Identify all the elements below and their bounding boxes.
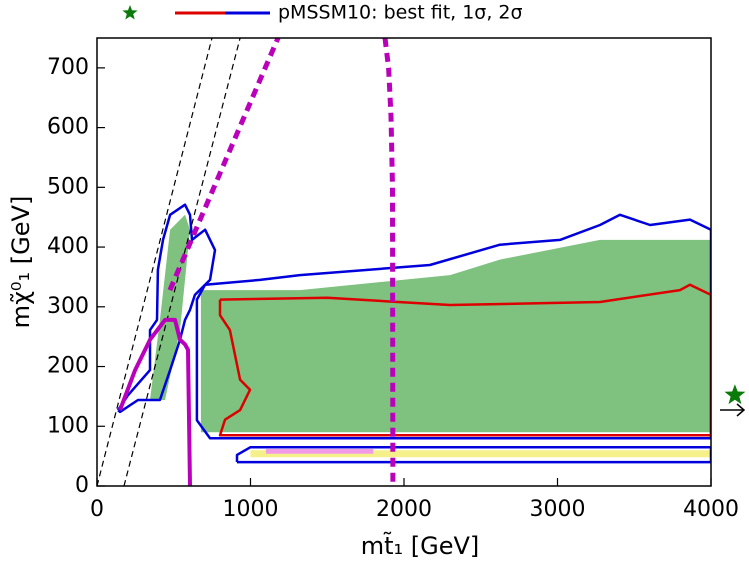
y-axis-title: mχ̃⁰₁ [GeV] [7,196,35,329]
contour-line [97,38,213,486]
x-tick-label: 0 [90,497,104,522]
legend-label: pMSSM10: best fit, 1σ, 2σ [278,2,523,24]
contour-line [195,213,711,440]
region [200,239,711,433]
arrow-head [736,403,746,417]
x-tick-label: 3000 [530,497,586,522]
contour-line [118,317,192,486]
y-tick-label: 400 [47,234,89,259]
legend-star [122,5,138,20]
contour-line [382,38,396,486]
y-tick-label: 500 [47,174,89,199]
x-tick-label: 1000 [223,497,279,522]
best-fit-star [724,384,746,405]
contour-line [218,283,711,437]
y-tick-label: 300 [47,294,89,319]
contour-line [116,203,217,414]
contour-line [235,445,711,464]
y-tick-label: 700 [47,55,89,80]
x-tick-label: 4000 [683,497,739,522]
y-tick-label: 600 [47,115,89,140]
region [265,449,374,454]
y-tick-label: 0 [75,473,89,498]
y-tick-label: 200 [47,354,89,379]
plot-area [97,38,711,486]
y-tick-label: 100 [47,413,89,438]
contour-line [167,38,281,292]
x-axis-title: mt̃₁ [GeV] [361,532,480,560]
x-tick-label: 2000 [376,497,432,522]
